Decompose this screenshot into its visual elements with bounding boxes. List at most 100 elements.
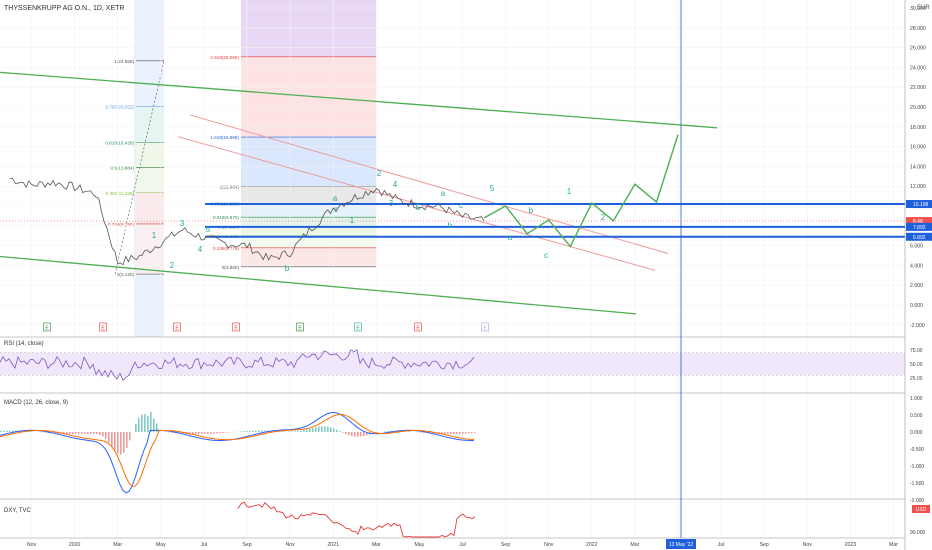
- macd-tick-label: -2.000: [910, 498, 924, 504]
- macd-histogram-bar: [117, 432, 119, 454]
- macd-histogram-bar: [45, 432, 47, 433]
- macd-histogram-bar: [99, 432, 101, 436]
- macd-histogram-bar: [123, 432, 125, 453]
- macd-histogram-bar: [258, 430, 260, 432]
- wave-label: 1: [350, 216, 355, 225]
- macd-histogram-bar: [405, 431, 407, 432]
- wave-label: 5: [416, 203, 421, 212]
- wave-label: c: [334, 205, 338, 214]
- fib-right-label: 0.618(8.870): [213, 215, 240, 220]
- price-tick-label: 24.000: [910, 65, 926, 71]
- macd-histogram-bar: [363, 432, 365, 436]
- macd-histogram-bar: [111, 432, 113, 447]
- earnings-marker-label: E: [356, 326, 360, 332]
- macd-tick-label: 0.000: [910, 430, 923, 436]
- wave-label: 2: [377, 169, 382, 178]
- macd-histogram-bar: [312, 427, 314, 432]
- macd-histogram-bar: [150, 411, 152, 432]
- earnings-marker-label: E: [483, 326, 487, 332]
- fib-right-zone: [241, 226, 376, 237]
- fib-right-top-zone: [241, 0, 376, 57]
- fib-right-zone: [241, 137, 376, 187]
- macd-histogram-bar: [384, 431, 386, 432]
- macd-histogram-bar: [441, 432, 443, 434]
- time-tick-label: Mar: [630, 542, 639, 548]
- wave-label: 3: [180, 219, 185, 228]
- macd-histogram-bar: [84, 432, 86, 434]
- macd-histogram-bar: [285, 431, 287, 432]
- macd-tick-label: -1.000: [910, 464, 924, 470]
- price-tick-label: 14.000: [910, 164, 926, 170]
- fib-left-trendline: [114, 60, 165, 275]
- time-tick-label: Jul: [718, 542, 725, 548]
- macd-signal-line: [0, 414, 475, 487]
- macd-histogram-bar: [72, 432, 74, 435]
- wave-label: 4: [198, 245, 203, 254]
- wave-label: b: [285, 264, 290, 273]
- price-tick-label: 12.000: [910, 184, 926, 190]
- macd-histogram-bar: [147, 416, 149, 432]
- macd-histogram-bar: [291, 431, 293, 432]
- grid-layer: [0, 0, 905, 538]
- price-tick-label: 28.000: [910, 26, 926, 32]
- macd-histogram-bar: [171, 432, 173, 433]
- macd-histogram-bar: [279, 431, 281, 432]
- macd-histogram-bar: [327, 426, 329, 432]
- wave-label: c: [459, 201, 463, 210]
- date-cursor-label: 13 May '22: [669, 542, 694, 548]
- fib-right-label: 0(3.860): [222, 265, 240, 270]
- macd-histogram-bar: [93, 432, 95, 434]
- earnings-marker: [354, 322, 362, 332]
- price-badge-label: 7.892: [913, 225, 926, 231]
- macd-histogram-bar: [219, 432, 221, 434]
- price-series-layer: [9, 134, 679, 266]
- time-tick-label: Nov: [27, 542, 37, 548]
- macd-histogram-bar: [456, 432, 458, 434]
- time-tick-label: Nov: [285, 542, 295, 548]
- macd-histogram-bar: [30, 431, 32, 432]
- upper-channel-line: [0, 71, 718, 129]
- fib-left-zone: [136, 192, 164, 224]
- macd-tick-label: -1.500: [910, 481, 924, 487]
- macd-histogram-bar: [474, 432, 476, 433]
- macd-histogram-bar: [360, 432, 362, 437]
- macd-histogram-bar: [78, 432, 80, 435]
- fib-right-zone: [241, 217, 376, 227]
- macd-histogram-bar: [141, 414, 143, 432]
- macd-histogram-bar: [345, 432, 347, 435]
- macd-histogram-bar: [3, 430, 5, 432]
- macd-histogram-bar: [138, 417, 140, 432]
- price-badge-label: 6.892: [913, 235, 926, 241]
- wave-label: 5: [206, 225, 211, 234]
- macd-histogram-bar: [351, 432, 353, 437]
- macd-histogram-bar: [282, 431, 284, 432]
- macd-histogram-bar: [225, 432, 227, 433]
- macd-histogram-bar: [81, 432, 83, 434]
- macd-histogram-bar: [216, 432, 218, 434]
- time-tick-label: Mar: [889, 542, 898, 548]
- macd-histogram-bar: [201, 432, 203, 435]
- macd-histogram-bar: [468, 432, 470, 434]
- macd-histogram-bar: [366, 432, 368, 436]
- macd-histogram-bar: [333, 428, 335, 432]
- macd-histogram-bar: [288, 431, 290, 432]
- price-badge: [906, 222, 932, 231]
- time-tick-label: 2023: [845, 542, 857, 548]
- price-tick-label: 6.000: [910, 244, 923, 250]
- rsi-tick-label: 75.00: [910, 348, 923, 354]
- earnings-marker: [296, 322, 304, 332]
- macd-histogram-bar: [9, 430, 11, 432]
- dxy-title: DXY, TVC: [4, 508, 31, 514]
- time-tick-label: 2022: [586, 542, 598, 548]
- macd-histogram-bar: [357, 432, 359, 437]
- macd-histogram-bar: [0, 430, 2, 432]
- wave-label: a: [441, 189, 446, 198]
- fib-right-zone: [241, 56, 376, 138]
- wave-labels-layer: 1 2 3 4 5 a b c 1 2 3 4 5 a b c 5 a b c 1 2 E E E E E E E E: [43, 169, 606, 332]
- wave-label: 2: [170, 261, 175, 270]
- macd-histogram-bar: [447, 432, 449, 435]
- price-tick-label: 2.000: [910, 283, 923, 289]
- macd-title: MACD (12, 26, close, 9): [4, 400, 68, 406]
- macd-histogram-bar: [204, 432, 206, 435]
